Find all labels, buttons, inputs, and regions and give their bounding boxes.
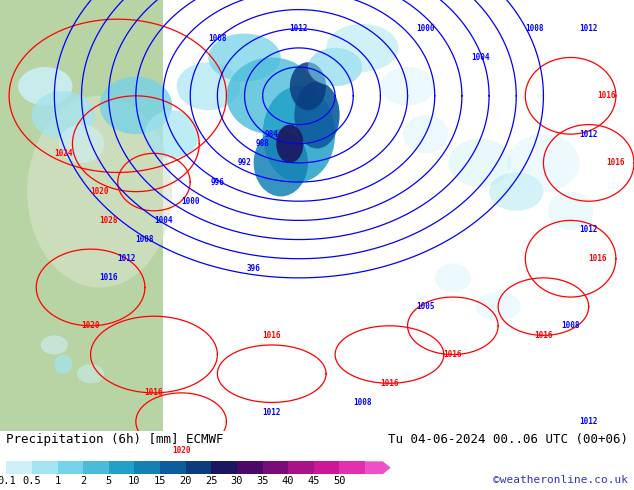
Text: 1016: 1016 <box>100 273 118 282</box>
Text: Tu 04-06-2024 00..06 UTC (00+06): Tu 04-06-2024 00..06 UTC (00+06) <box>387 433 628 446</box>
Text: 40: 40 <box>282 476 294 486</box>
Ellipse shape <box>326 24 399 72</box>
Text: 25: 25 <box>205 476 217 486</box>
Bar <box>186 462 211 474</box>
Text: 10: 10 <box>128 476 141 486</box>
Ellipse shape <box>403 115 448 153</box>
Ellipse shape <box>177 62 240 110</box>
Text: 1012: 1012 <box>579 417 598 426</box>
Text: 0.5: 0.5 <box>23 476 41 486</box>
Ellipse shape <box>59 124 104 163</box>
Text: 30: 30 <box>231 476 243 486</box>
Text: 1016: 1016 <box>534 331 553 340</box>
Text: 1008: 1008 <box>136 235 154 244</box>
Text: 1016: 1016 <box>607 158 625 168</box>
Bar <box>58 462 83 474</box>
Text: 1008: 1008 <box>208 34 226 43</box>
Ellipse shape <box>489 172 543 211</box>
Bar <box>339 462 365 474</box>
Bar <box>262 462 288 474</box>
Ellipse shape <box>548 192 593 230</box>
Ellipse shape <box>18 67 72 105</box>
Text: 1020: 1020 <box>172 446 190 455</box>
Text: 1016: 1016 <box>380 379 399 388</box>
Text: 1016: 1016 <box>598 91 616 100</box>
Bar <box>32 462 58 474</box>
Text: 1016: 1016 <box>145 389 163 397</box>
Text: 1000: 1000 <box>181 196 200 206</box>
Text: 396: 396 <box>247 264 261 273</box>
Ellipse shape <box>27 96 172 288</box>
Text: 1: 1 <box>55 476 61 486</box>
Text: 1028: 1028 <box>100 216 118 225</box>
Bar <box>0 0 163 431</box>
Text: 15: 15 <box>154 476 166 486</box>
Ellipse shape <box>55 355 72 374</box>
Text: 1000: 1000 <box>417 24 435 33</box>
Text: 45: 45 <box>307 476 320 486</box>
Bar <box>134 462 160 474</box>
Text: 2: 2 <box>80 476 86 486</box>
Text: 1024: 1024 <box>54 149 73 158</box>
Text: 992: 992 <box>238 158 252 168</box>
Ellipse shape <box>380 67 435 105</box>
Ellipse shape <box>100 76 172 134</box>
Ellipse shape <box>308 48 362 86</box>
Text: 1012: 1012 <box>579 24 598 33</box>
Text: 1012: 1012 <box>579 130 598 139</box>
Ellipse shape <box>294 81 340 148</box>
Ellipse shape <box>32 91 95 139</box>
Text: 50: 50 <box>333 476 346 486</box>
Ellipse shape <box>262 86 335 182</box>
Ellipse shape <box>276 124 304 163</box>
Bar <box>83 462 109 474</box>
Ellipse shape <box>254 129 308 196</box>
Bar <box>237 462 262 474</box>
Ellipse shape <box>448 139 512 187</box>
Text: 1020: 1020 <box>81 321 100 330</box>
Bar <box>6 462 32 474</box>
Text: 1012: 1012 <box>262 408 281 416</box>
Ellipse shape <box>507 134 579 192</box>
Text: 35: 35 <box>256 476 269 486</box>
Polygon shape <box>365 462 391 474</box>
Text: 1016: 1016 <box>588 254 607 263</box>
Ellipse shape <box>41 335 68 355</box>
Text: 1016: 1016 <box>444 350 462 359</box>
Text: Precipitation (6h) [mm] ECMWF: Precipitation (6h) [mm] ECMWF <box>6 433 224 446</box>
Text: 1012: 1012 <box>579 225 598 235</box>
Bar <box>211 462 237 474</box>
Bar <box>160 462 186 474</box>
Ellipse shape <box>435 264 471 292</box>
Ellipse shape <box>145 110 199 158</box>
Text: 1004: 1004 <box>471 53 489 62</box>
Ellipse shape <box>209 33 281 81</box>
Text: 5: 5 <box>106 476 112 486</box>
Ellipse shape <box>77 364 104 383</box>
Text: 1005: 1005 <box>417 302 435 311</box>
Ellipse shape <box>290 62 326 110</box>
Text: 1012: 1012 <box>117 254 136 263</box>
Ellipse shape <box>226 57 317 134</box>
Text: 984: 984 <box>265 130 279 139</box>
Text: 988: 988 <box>256 139 269 148</box>
Text: 0.1: 0.1 <box>0 476 16 486</box>
Ellipse shape <box>476 292 521 321</box>
Bar <box>109 462 134 474</box>
Text: 1008: 1008 <box>525 24 543 33</box>
Text: 20: 20 <box>179 476 192 486</box>
Text: 1008: 1008 <box>353 398 372 407</box>
Text: 1016: 1016 <box>262 331 281 340</box>
Bar <box>314 462 339 474</box>
Text: 1004: 1004 <box>154 216 172 225</box>
Bar <box>288 462 314 474</box>
Text: 1020: 1020 <box>91 187 109 196</box>
Text: ©weatheronline.co.uk: ©weatheronline.co.uk <box>493 475 628 485</box>
Text: 996: 996 <box>210 177 224 187</box>
Text: 1008: 1008 <box>561 321 580 330</box>
Text: 1012: 1012 <box>290 24 308 33</box>
